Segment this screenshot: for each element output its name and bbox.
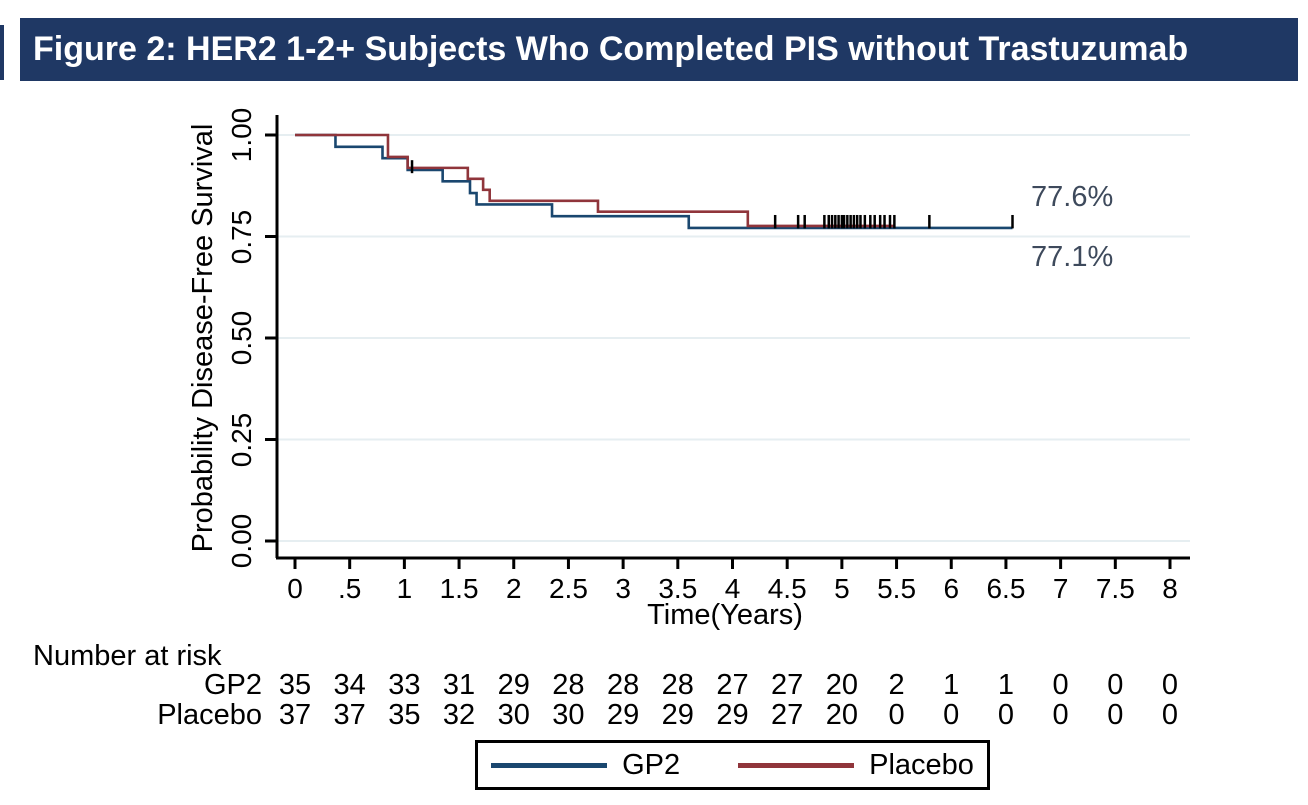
risk-row-label-gp2: GP2 [203,669,262,701]
legend-label-placebo: Placebo [869,748,974,781]
risk-value-gp2: 29 [497,669,530,701]
risk-value-gp2: 1 [997,669,1014,701]
risk-value-gp2: 0 [1161,669,1179,701]
risk-value-gp2: 34 [333,669,366,701]
legend-label-gp2: GP2 [622,748,681,781]
risk-value-placebo: 35 [388,699,421,731]
series-curve-gp2 [295,133,1013,230]
x-tick-label: 1.5 [439,573,479,604]
risk-value-placebo: 0 [888,699,905,731]
risk-value-placebo: 20 [825,699,858,731]
risk-value-placebo: 0 [1052,699,1069,731]
y-axis-title: Probability Disease-Free Survival [186,123,219,553]
risk-row-label-placebo: Placebo [157,699,262,731]
figure-title: Figure 2: HER2 1-2+ Subjects Who Complet… [33,30,1189,68]
risk-table-heading: Number at risk [33,640,222,672]
risk-value-gp2: 35 [278,669,312,701]
x-tick-label: 7 [1052,573,1069,604]
risk-value-placebo: 32 [442,699,476,731]
risk-value-gp2: 28 [606,669,640,701]
risk-value-gp2: 28 [552,669,585,701]
x-tick-label: 3 [615,573,631,604]
series-curve-placebo [295,133,896,228]
risk-value-placebo: 0 [997,699,1014,731]
y-tick-label: 0.25 [226,412,257,467]
x-tick-label: 4.5 [767,573,807,604]
x-axis-title: Time(Years) [647,599,803,631]
x-tick-label: 4 [724,573,741,604]
x-tick-label: 5 [834,573,850,604]
risk-value-placebo: 27 [771,699,804,731]
risk-value-gp2: 27 [771,669,804,701]
y-tick-label: 0.50 [226,310,257,366]
legend-box: GP2 Placebo [475,740,990,790]
risk-value-gp2: 2 [888,669,905,701]
risk-value-placebo: 37 [333,699,366,731]
risk-value-placebo: 29 [606,699,640,731]
risk-value-gp2: 1 [943,669,960,701]
x-tick-label: 2.5 [548,573,588,604]
risk-value-placebo: 29 [661,699,694,731]
risk-value-gp2: 33 [388,669,421,701]
legend-line-placebo [738,762,855,768]
risk-value-gp2: 28 [661,669,694,701]
risk-value-placebo: 30 [552,699,585,731]
x-tick-label: 2 [505,573,522,604]
risk-value-gp2: 0 [1107,669,1124,701]
risk-value-gp2: 27 [716,669,749,701]
x-tick-label: .5 [338,573,362,604]
risk-value-placebo: 0 [1107,699,1124,731]
x-tick-label: 3.5 [658,573,698,604]
y-tick-label: 0.00 [226,513,257,569]
x-tick-label: 0 [287,573,303,604]
risk-value-gp2: 31 [442,669,476,701]
x-tick-label: 7.5 [1095,573,1135,604]
y-tick-label: 0.75 [226,209,257,264]
risk-value-gp2: 0 [1052,669,1069,701]
gp2-final-percent-label: 77.1% [1031,241,1114,273]
risk-value-placebo: 29 [716,699,749,731]
x-tick-label: 5.5 [877,573,917,604]
x-tick-label: 6 [943,573,960,604]
x-tick-label: 1 [396,573,413,604]
legend-line-gp2 [491,762,608,768]
risk-value-placebo: 30 [497,699,530,731]
placebo-final-percent-label: 77.6% [1031,181,1114,213]
x-tick-label: 8 [1162,573,1178,604]
risk-value-placebo: 0 [1161,699,1179,731]
x-tick-label: 6.5 [986,573,1026,604]
risk-value-placebo: 0 [943,699,960,731]
banner-left-sliver [0,25,4,80]
risk-value-gp2: 20 [825,669,858,701]
risk-value-placebo: 37 [278,699,312,731]
y-tick-label: 1.00 [226,107,257,163]
figure-title-banner: Figure 2: HER2 1-2+ Subjects Who Complet… [20,18,1298,81]
